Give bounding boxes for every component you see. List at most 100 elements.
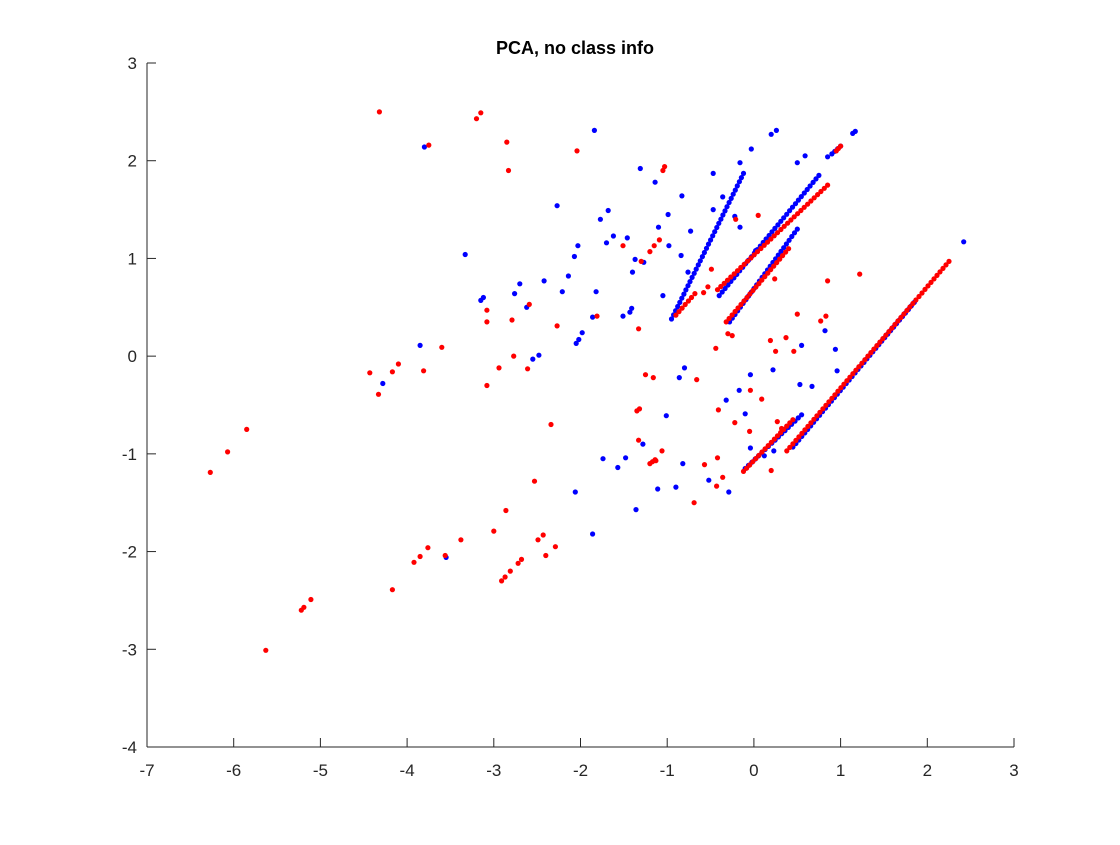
data-point	[375, 391, 382, 397]
data-point	[774, 230, 781, 236]
data-point	[729, 333, 735, 339]
data-point	[507, 568, 513, 574]
data-point	[594, 313, 600, 319]
data-point	[705, 284, 711, 290]
data-point	[769, 229, 775, 235]
data-point	[552, 544, 559, 550]
data-point	[503, 507, 509, 514]
data-point	[822, 328, 828, 334]
data-point	[797, 381, 803, 388]
data-point	[868, 350, 874, 356]
data-point	[637, 165, 643, 172]
data-point	[496, 365, 502, 371]
data-point	[919, 290, 925, 296]
data-point	[862, 357, 868, 363]
data-point	[666, 243, 672, 249]
data-point	[756, 452, 762, 458]
data-point	[774, 419, 780, 425]
data-point	[744, 258, 751, 264]
data-point	[731, 271, 737, 277]
data-point	[838, 385, 844, 391]
data-point	[747, 445, 754, 451]
data-point	[844, 378, 850, 384]
x-tick-label: -2	[573, 761, 588, 780]
data-point	[768, 439, 774, 445]
data-point	[771, 233, 777, 239]
data-point	[591, 127, 598, 133]
data-point	[781, 426, 787, 432]
data-point	[417, 553, 423, 560]
data-point	[515, 560, 521, 566]
data-point	[826, 399, 832, 405]
data-point	[559, 289, 565, 295]
data-point	[750, 459, 756, 465]
data-point	[499, 578, 505, 584]
data-point	[802, 153, 808, 159]
data-point	[765, 270, 771, 276]
data-point	[762, 446, 768, 452]
y-tick-label: 3	[128, 54, 137, 73]
data-point	[737, 224, 743, 230]
data-point	[773, 348, 779, 354]
data-point	[693, 266, 699, 272]
data-point	[783, 241, 790, 247]
data-point	[807, 183, 813, 189]
data-point	[714, 483, 720, 489]
data-point	[850, 371, 856, 377]
data-point	[244, 426, 250, 432]
data-point	[791, 348, 797, 354]
data-point	[679, 305, 685, 311]
data-point	[759, 449, 765, 455]
data-point	[910, 300, 916, 307]
data-point	[673, 484, 679, 490]
data-point	[575, 243, 581, 249]
data-point	[565, 273, 572, 279]
data-point	[883, 332, 889, 338]
data-point	[651, 243, 657, 249]
data-point	[818, 318, 824, 324]
data-point	[765, 443, 771, 449]
data-point	[710, 233, 716, 239]
data-point	[816, 172, 822, 178]
data-point	[818, 188, 824, 195]
data-point	[811, 195, 817, 201]
data-point	[799, 412, 805, 418]
data-point	[823, 313, 829, 319]
data-point	[647, 249, 653, 255]
data-point	[665, 211, 671, 218]
data-point	[925, 283, 931, 289]
data-point	[784, 423, 790, 429]
data-point	[748, 146, 754, 152]
data-point	[781, 245, 787, 251]
data-point	[898, 314, 904, 321]
data-point	[668, 316, 675, 322]
data-point	[685, 298, 692, 304]
data-point	[811, 416, 817, 422]
data-point	[823, 402, 829, 408]
data-point	[748, 255, 754, 261]
data-point	[308, 596, 314, 603]
data-point	[922, 286, 928, 292]
data-point	[809, 383, 815, 389]
data-point	[738, 175, 745, 181]
data-point	[733, 216, 739, 222]
data-point	[754, 249, 761, 255]
data-point	[701, 249, 708, 256]
data-point	[389, 587, 395, 593]
data-point	[904, 307, 910, 314]
data-point	[484, 382, 490, 389]
data-point	[632, 256, 638, 262]
data-point	[768, 267, 774, 273]
data-point	[505, 167, 512, 174]
y-tick-label: -3	[122, 640, 137, 659]
data-point	[928, 279, 934, 285]
data-point	[742, 411, 748, 417]
data-point	[825, 278, 831, 284]
data-point	[741, 261, 747, 267]
data-point	[834, 368, 840, 374]
data-point	[792, 201, 799, 207]
data-point	[518, 556, 525, 563]
data-point	[770, 367, 776, 373]
data-point	[736, 179, 743, 185]
data-point	[629, 305, 635, 311]
